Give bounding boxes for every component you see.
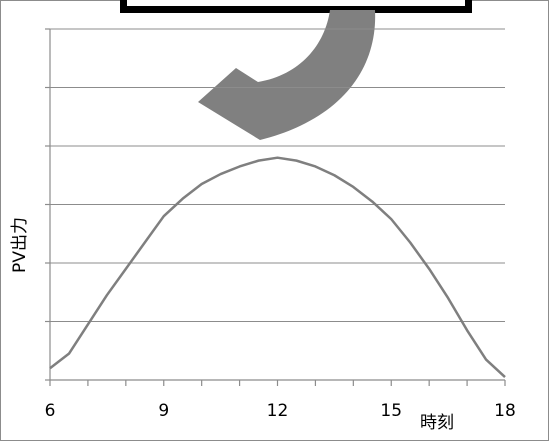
x-tick-label: 9 <box>158 401 169 421</box>
y-axis-title: PV出力 <box>10 217 30 273</box>
x-tick-label: 12 <box>267 401 289 421</box>
banner-inner <box>127 0 465 6</box>
series-line <box>50 158 505 377</box>
x-axis-title: 時刻 <box>420 413 454 433</box>
chart: 6 9 12 15 18 時刻 PV出力 <box>0 0 549 441</box>
x-tick-label: 6 <box>45 401 56 421</box>
x-tick-label: 18 <box>494 401 516 421</box>
frame <box>1 1 549 441</box>
plot: 6 9 12 15 18 <box>45 29 516 421</box>
x-tick-label: 15 <box>380 401 402 421</box>
